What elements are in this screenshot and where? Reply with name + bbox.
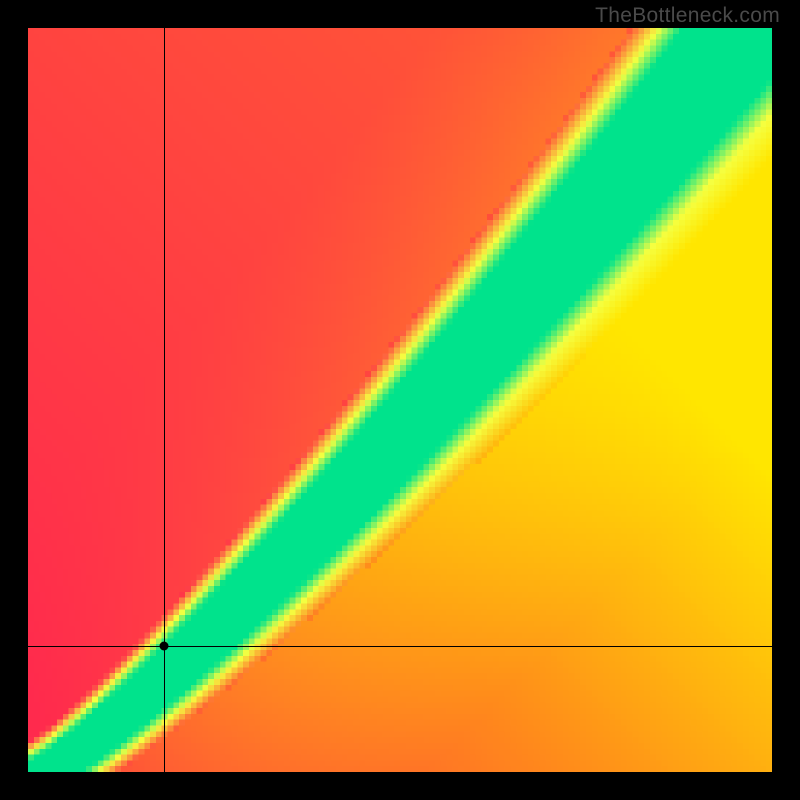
crosshair-horizontal <box>28 646 772 647</box>
watermark-label: TheBottleneck.com <box>595 4 780 28</box>
marker-dot <box>160 641 169 650</box>
heatmap-canvas <box>28 28 772 772</box>
crosshair-vertical <box>164 28 165 772</box>
chart-container: TheBottleneck.com <box>0 0 800 800</box>
